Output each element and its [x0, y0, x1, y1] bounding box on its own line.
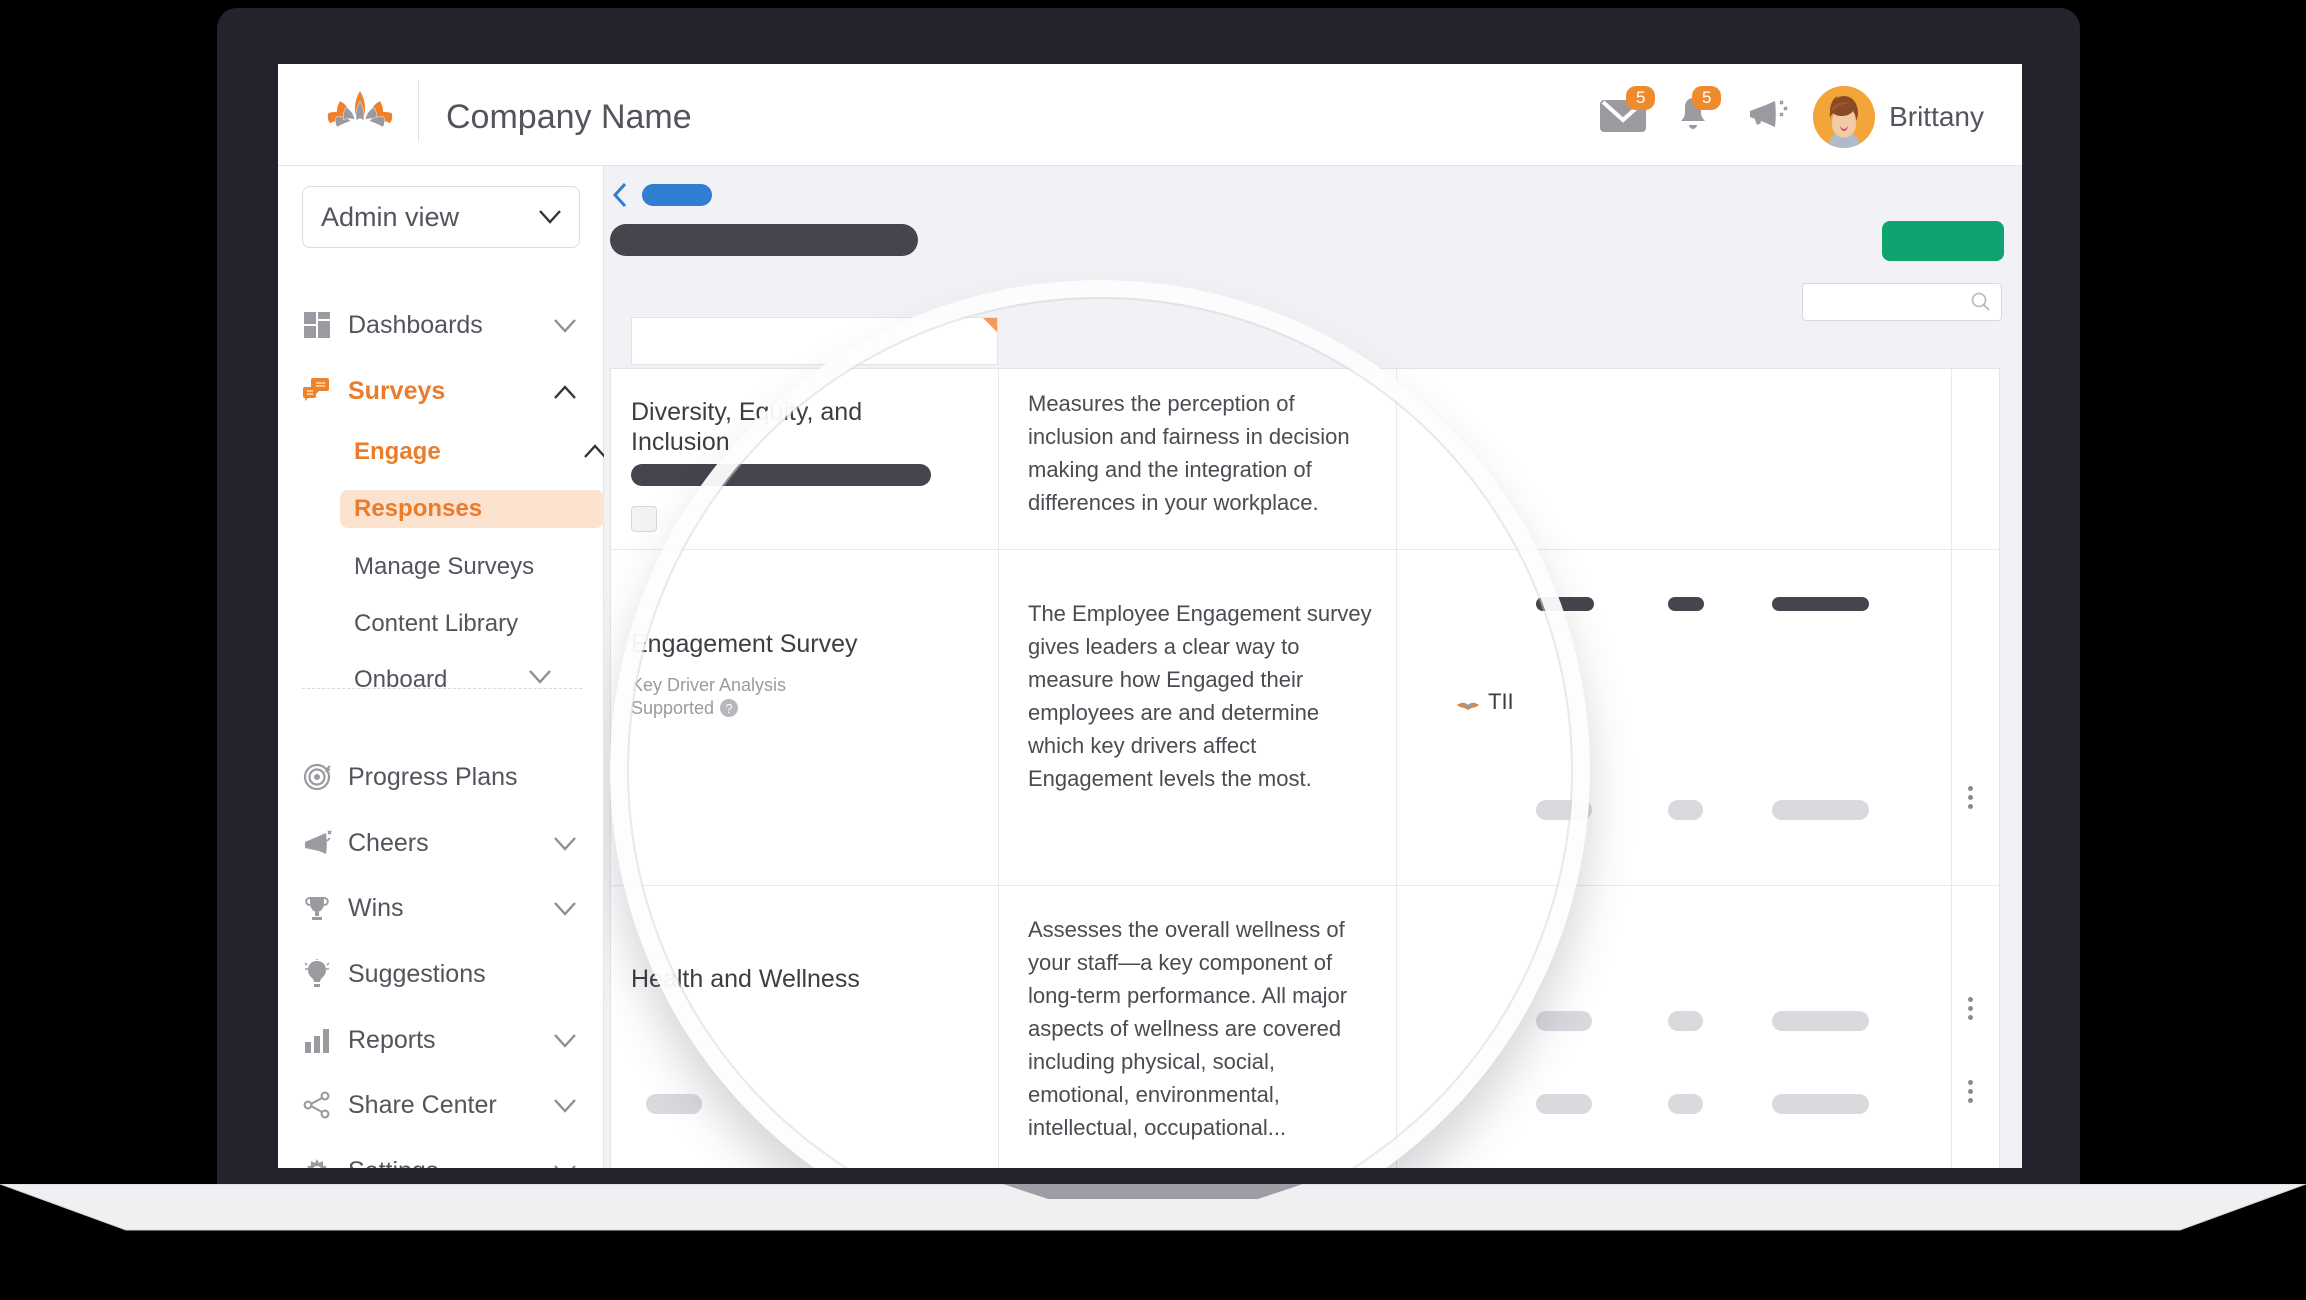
svg-text:?: ? — [725, 701, 732, 716]
